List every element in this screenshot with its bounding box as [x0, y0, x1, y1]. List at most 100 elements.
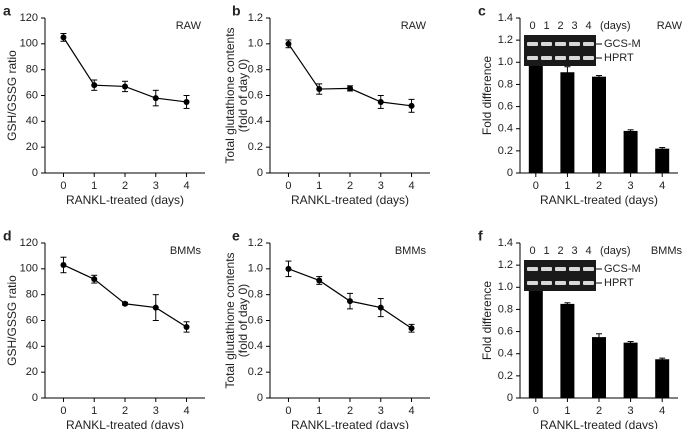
panel-letter: b [232, 3, 241, 19]
bar [528, 287, 543, 398]
y-tick-label: 1.2 [248, 12, 263, 24]
y-tick-label: 100 [20, 38, 38, 50]
data-point [347, 85, 353, 92]
panel-letter: a [3, 3, 11, 19]
gel-lane-label: 4 [585, 20, 591, 32]
bar [655, 359, 670, 398]
y-tick-label: 0 [32, 167, 38, 179]
bar [592, 337, 606, 398]
x-axis-label: RANKL-treated (days) [540, 418, 658, 429]
data-point [285, 40, 292, 47]
gel-band [541, 281, 552, 285]
x-tick-label: 1 [564, 180, 570, 192]
y-axis-label: Fold difference [480, 56, 494, 135]
x-tick-label: 3 [378, 405, 384, 417]
gel-band [527, 42, 538, 46]
y-axis-label: Fold difference [480, 281, 494, 360]
y-tick-label: 120 [20, 12, 38, 24]
gel-band [569, 281, 580, 285]
y-tick-label: 1.4 [498, 12, 513, 24]
x-tick-label: 2 [596, 405, 602, 417]
gel-image [524, 260, 596, 291]
y-tick-label: 0.4 [248, 115, 263, 127]
data-point [152, 304, 159, 311]
gel-unit: (days) [600, 245, 631, 257]
gel-band [569, 42, 580, 46]
y-tick-label: 0.8 [248, 64, 263, 76]
y-tick-label: 60 [26, 89, 38, 101]
bar [560, 303, 575, 398]
gel-band-label: HPRT [604, 277, 634, 289]
y-tick-label: 0.4 [498, 123, 513, 135]
y-tick-label: 80 [26, 64, 38, 76]
data-point [377, 98, 384, 105]
x-tick-label: 4 [183, 180, 189, 192]
gel-lane-label: 2 [557, 245, 563, 257]
y-tick-label: 120 [20, 237, 38, 249]
y-tick-label: 0.6 [498, 100, 513, 112]
x-tick-label: 4 [408, 405, 414, 417]
data-point [285, 265, 292, 272]
cell-label: BMMs [170, 245, 202, 257]
chart-panel: e 0 0.2 0.4 0.6 0.8 1.0 1.2 Total glutathione co… [223, 228, 430, 429]
x-tick-label: 4 [408, 180, 414, 192]
data-point [316, 277, 323, 284]
data-point [60, 34, 67, 41]
x-tick-label: 1 [91, 180, 97, 192]
x-tick-label: 1 [91, 405, 97, 417]
y-tick-label: 1.0 [498, 56, 513, 68]
x-tick-label: 2 [347, 405, 353, 417]
x-tick-label: 0 [60, 180, 66, 192]
y-tick-label: 0.8 [498, 78, 513, 90]
gel-band [555, 267, 566, 271]
y-tick-label: 0.2 [248, 141, 263, 153]
y-tick-label: 1.2 [498, 259, 513, 271]
data-line [62, 37, 187, 103]
gel-band-label: HPRT [604, 52, 634, 64]
y-tick-label: 80 [26, 289, 38, 301]
x-tick-label: 4 [659, 180, 665, 192]
y-tick-label: 0.6 [248, 89, 263, 101]
x-tick-label: 0 [60, 405, 66, 417]
y-tick-label: 1.0 [248, 263, 263, 275]
y-tick-label: 1.0 [498, 281, 513, 293]
x-tick-label: 3 [628, 405, 634, 417]
x-tick-label: 2 [122, 180, 128, 192]
data-line [63, 264, 187, 328]
gel-band-label: GCS-M [604, 263, 641, 275]
gel-band-label: GCS-M [604, 38, 641, 50]
y-tick-label: 60 [26, 314, 38, 326]
y-tick-label: 0 [507, 167, 513, 179]
x-tick-label: 3 [378, 180, 384, 192]
y-tick-label: 20 [26, 366, 38, 378]
y-tick-label: 20 [26, 141, 38, 153]
y-tick-label: 1.4 [498, 237, 513, 249]
gel-lane-label: 4 [585, 245, 591, 257]
gel-band [527, 56, 538, 60]
x-axis-label: RANKL-treated (days) [291, 418, 409, 429]
data-point [60, 261, 67, 268]
y-tick-label: 0 [257, 392, 263, 404]
y-tick-label: 0 [32, 392, 38, 404]
x-tick-label: 0 [533, 180, 539, 192]
gel-lane-label: 3 [571, 245, 577, 257]
chart-panel: b 0 0.2 0.4 0.6 0.8 1.0 1.2 Total glutathione co… [223, 3, 430, 207]
data-point [408, 325, 415, 332]
x-axis-label: RANKL-treated (days) [66, 418, 184, 429]
y-tick-label: 0.2 [498, 370, 513, 382]
gel-image [524, 35, 596, 66]
y-tick-label: 0.6 [248, 314, 263, 326]
y-tick-label: 0.4 [248, 340, 263, 352]
data-point [122, 300, 128, 307]
y-tick-label: 0.6 [498, 325, 513, 337]
data-point [408, 102, 415, 109]
x-axis-label: RANKL-treated (days) [540, 193, 658, 207]
chart-panel: f 0 0.2 0.4 0.6 0.8 1.0 1.2 1.4 Fold difference RA… [478, 228, 682, 429]
x-axis-label: RANKL-treated (days) [66, 193, 184, 207]
gel-band [583, 281, 594, 285]
panel-letter: d [3, 228, 12, 244]
y-tick-label: 1.2 [248, 237, 263, 249]
cell-label: RAW [176, 20, 202, 32]
